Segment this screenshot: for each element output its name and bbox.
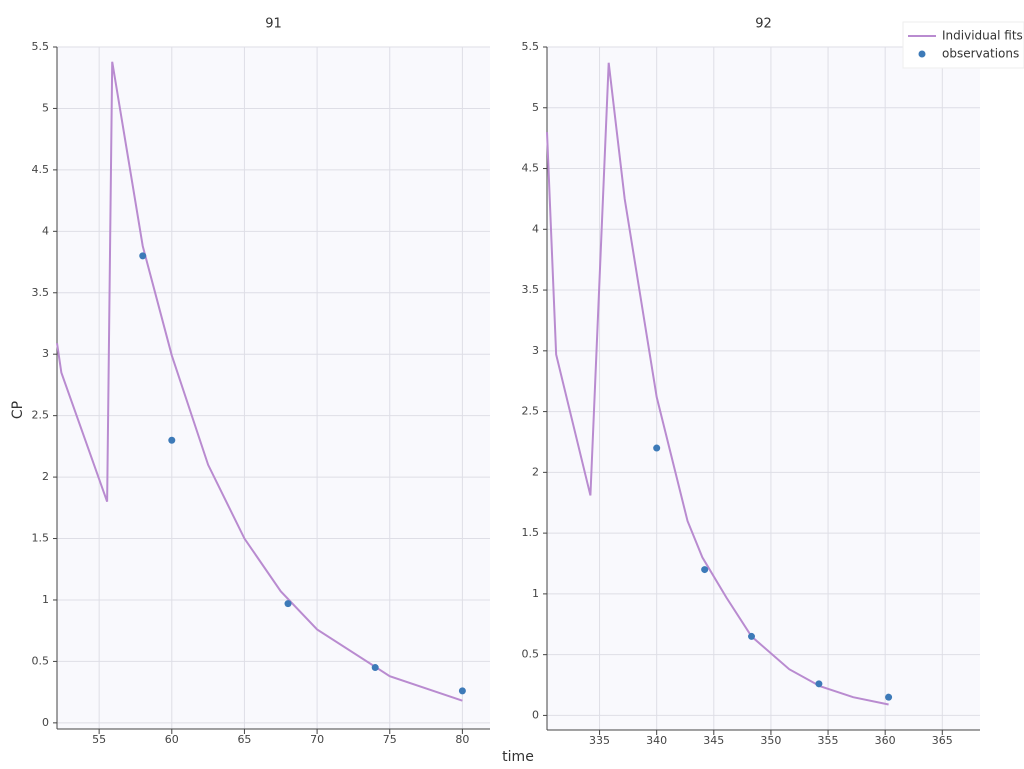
y-tick-label: 0 <box>532 708 539 721</box>
y-tick-label: 5.5 <box>32 40 50 53</box>
y-tick-label: 4 <box>42 224 49 237</box>
x-axis-label: time <box>502 749 534 765</box>
y-tick-label: 1.5 <box>522 526 540 539</box>
subplot-title: 92 <box>755 17 772 32</box>
observation <box>168 436 176 444</box>
y-tick-label: 4.5 <box>522 162 540 175</box>
observation <box>371 664 379 672</box>
observation <box>701 566 709 574</box>
y-tick-label: 4 <box>532 222 539 235</box>
x-tick-label: 360 <box>875 734 896 747</box>
plot-area <box>547 47 980 730</box>
observation <box>815 680 823 688</box>
observation <box>653 444 661 452</box>
legend-label: observations <box>942 47 1019 61</box>
y-tick-label: 5 <box>42 101 49 114</box>
observation <box>458 687 466 695</box>
y-tick-label: 5.5 <box>522 40 540 53</box>
legend-marker <box>918 50 926 58</box>
plot-area <box>57 47 490 729</box>
y-tick-label: 1 <box>42 593 49 606</box>
y-tick-label: 0.5 <box>522 648 540 661</box>
observation <box>139 252 147 260</box>
observation <box>284 600 292 608</box>
y-tick-label: 2 <box>42 470 49 483</box>
y-tick-label: 2 <box>532 465 539 478</box>
fit-line <box>56 61 463 702</box>
y-tick-label: 2.5 <box>522 405 540 418</box>
legend-label: Individual fits <box>942 29 1023 43</box>
y-tick-label: 4.5 <box>32 163 50 176</box>
legend-box <box>902 21 1024 69</box>
y-tick-label: 3 <box>42 347 49 360</box>
y-tick-label: 3.5 <box>522 283 540 296</box>
subplot-title: 91 <box>265 17 282 32</box>
x-tick-label: 75 <box>383 733 397 746</box>
y-tick-label: 3 <box>532 344 539 357</box>
y-tick-label: 5 <box>532 101 539 114</box>
x-tick-label: 365 <box>932 734 953 747</box>
y-tick-label: 0.5 <box>32 654 50 667</box>
y-tick-label: 3.5 <box>32 286 50 299</box>
x-tick-label: 80 <box>455 733 469 746</box>
x-tick-label: 350 <box>760 734 781 747</box>
fit-line <box>546 62 889 706</box>
x-tick-label: 345 <box>703 734 724 747</box>
y-tick-label: 1.5 <box>32 532 50 545</box>
x-tick-label: 335 <box>589 734 610 747</box>
y-axis-label: CP <box>10 401 26 419</box>
x-tick-label: 355 <box>818 734 839 747</box>
observation <box>885 693 893 701</box>
y-tick-label: 1 <box>532 587 539 600</box>
x-tick-label: 340 <box>646 734 667 747</box>
x-tick-label: 60 <box>165 733 179 746</box>
x-tick-label: 65 <box>237 733 251 746</box>
legend: Individual fits observations <box>902 21 1024 69</box>
x-tick-label: 70 <box>310 733 324 746</box>
observation <box>748 632 756 640</box>
x-tick-label: 55 <box>92 733 106 746</box>
y-tick-label: 2.5 <box>32 409 50 422</box>
y-tick-label: 0 <box>42 716 49 729</box>
